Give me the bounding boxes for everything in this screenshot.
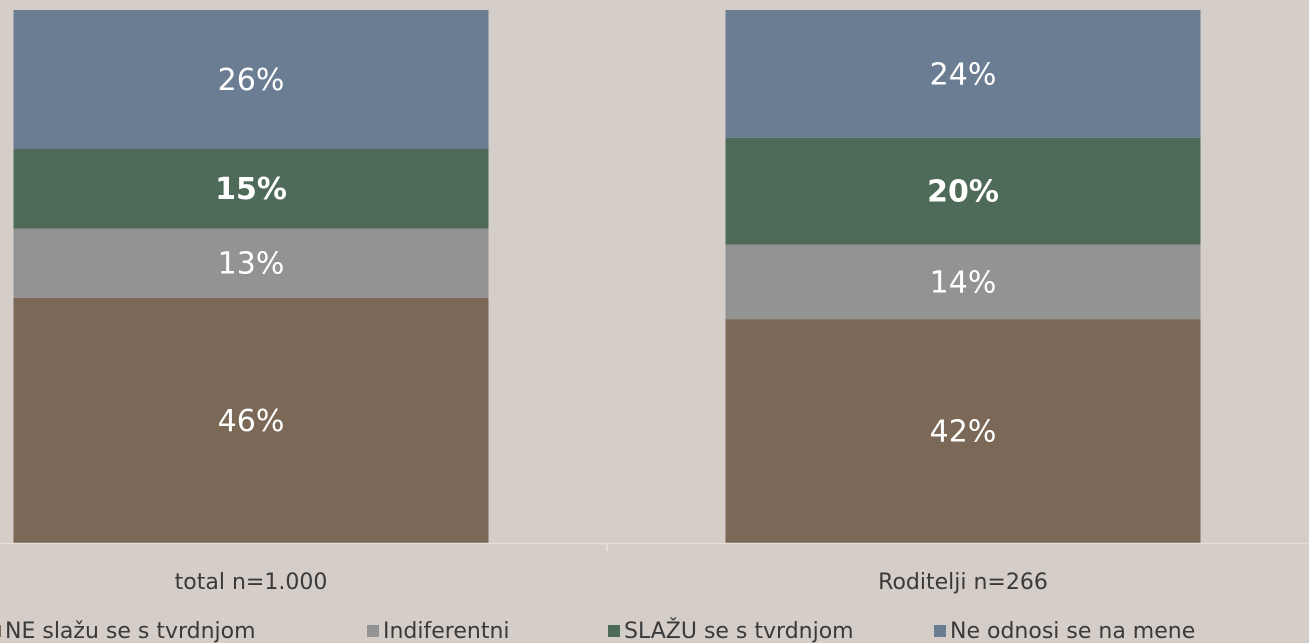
bar-segment [725,244,1201,320]
legend-label: SLAŽU se s tvrdnjom [624,618,854,643]
legend-swatch [367,625,379,637]
legend-swatch [0,625,1,637]
bar-segment [13,148,489,229]
legend-label: Indiferentni [383,619,510,643]
bar-segment [725,10,1201,138]
bar-segment [13,228,489,298]
x-tick-label: Roditelji n=266 [878,570,1048,595]
legend-swatch [934,625,946,637]
data-label: 46% [218,404,285,439]
legend-label: NE slažu se s tvrdnjom [5,619,256,643]
x-tick-label: total n=1.000 [175,570,328,595]
data-label: 26% [218,63,285,98]
legend-label: Ne odnosi se na mene [950,619,1195,643]
data-label: 15% [215,172,287,207]
data-label: 14% [930,265,997,300]
bar-segment [725,137,1201,245]
legend-swatch [608,625,620,637]
data-label: 42% [930,415,997,450]
bar-segment [13,297,489,543]
data-label: 20% [927,175,999,210]
data-label: 24% [930,57,997,92]
data-label: 13% [218,247,285,282]
bar-segment [13,10,489,149]
bar-segment [725,319,1201,543]
